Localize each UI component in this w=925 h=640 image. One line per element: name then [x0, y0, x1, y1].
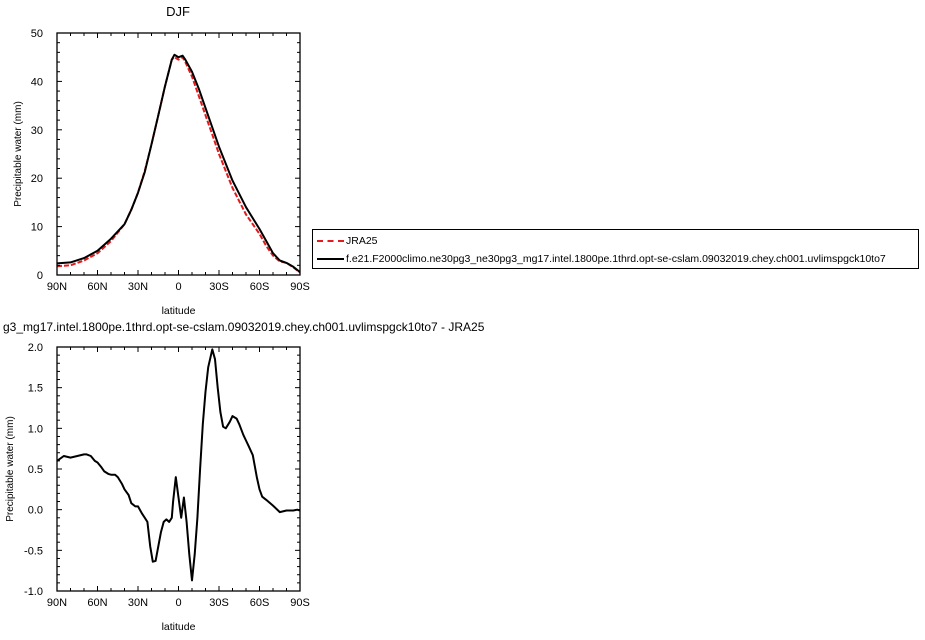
x-tick-label: 0	[175, 281, 181, 293]
y-tick-label: 0.0	[28, 505, 43, 517]
chart-title-0: DJF	[166, 4, 190, 19]
y-tick-label: 2.0	[28, 342, 43, 354]
x-tick-label: 30S	[209, 597, 229, 609]
plot-frame-1	[56, 346, 301, 592]
chart-title-1: g3_mg17.intel.1800pe.1thrd.opt-se-cslam.…	[3, 320, 485, 334]
x-tick-label: 90N	[47, 281, 67, 293]
x-tick-label: 30N	[128, 597, 148, 609]
top-panel: DJF 90N 60N 30N 0 30S 60S 90S 0 10 20 30 40 50 latitud…	[13, 4, 310, 317]
x-tick-label: 30N	[128, 281, 148, 293]
x-tick-label: 90S	[290, 281, 310, 293]
y-tick-label: 50	[31, 28, 43, 40]
y-tick-label: 1.5	[28, 383, 43, 395]
legend-label-jra25: JRA25	[346, 235, 378, 247]
x-tick-label: 90N	[47, 597, 67, 609]
x-tick-label: 60N	[87, 281, 107, 293]
x-tick-label: 90S	[290, 597, 310, 609]
series-line-0-1	[56, 53, 301, 273]
legend: JRA25 f.e21.F2000climo.ne30pg3_ne30pg3_m…	[312, 229, 919, 269]
y-tick-label: 1.0	[28, 423, 43, 435]
legend-swatch-jra25	[317, 240, 344, 242]
x-tick-label: 60S	[250, 597, 270, 609]
y-tick-label: 0	[37, 270, 43, 282]
series-line-1-0	[56, 348, 301, 582]
series-line-0-0	[56, 56, 301, 274]
y-tick-label: 30	[31, 125, 43, 137]
y-axis-label: Precipitable water (mm)	[5, 416, 16, 522]
bottom-panel: g3_mg17.intel.1800pe.1thrd.opt-se-cslam.…	[3, 320, 485, 633]
x-tick-label: 60N	[87, 597, 107, 609]
y-tick-label: 10	[31, 222, 43, 234]
legend-entry-jra25: JRA25	[317, 233, 378, 249]
legend-entry-model: f.e21.F2000climo.ne30pg3_ne30pg3_mg17.in…	[317, 251, 886, 267]
x-axis-label: latitude	[162, 305, 196, 317]
legend-label-model: f.e21.F2000climo.ne30pg3_ne30pg3_mg17.in…	[346, 253, 886, 265]
x-axis-label: latitude	[162, 621, 196, 633]
y-tick-label: -0.5	[24, 545, 43, 557]
y-axis-label: Precipitable water (mm)	[13, 101, 24, 207]
y-tick-label: 0.5	[28, 464, 43, 476]
y-tick-label: 20	[31, 173, 43, 185]
plot-frame-0	[56, 32, 301, 276]
y-tick-label: 40	[31, 76, 43, 88]
y-tick-label: -1.0	[24, 586, 43, 598]
legend-swatch-model	[317, 258, 344, 260]
x-tick-label: 0	[175, 597, 181, 609]
x-tick-label: 60S	[250, 281, 270, 293]
x-tick-label: 30S	[209, 281, 229, 293]
